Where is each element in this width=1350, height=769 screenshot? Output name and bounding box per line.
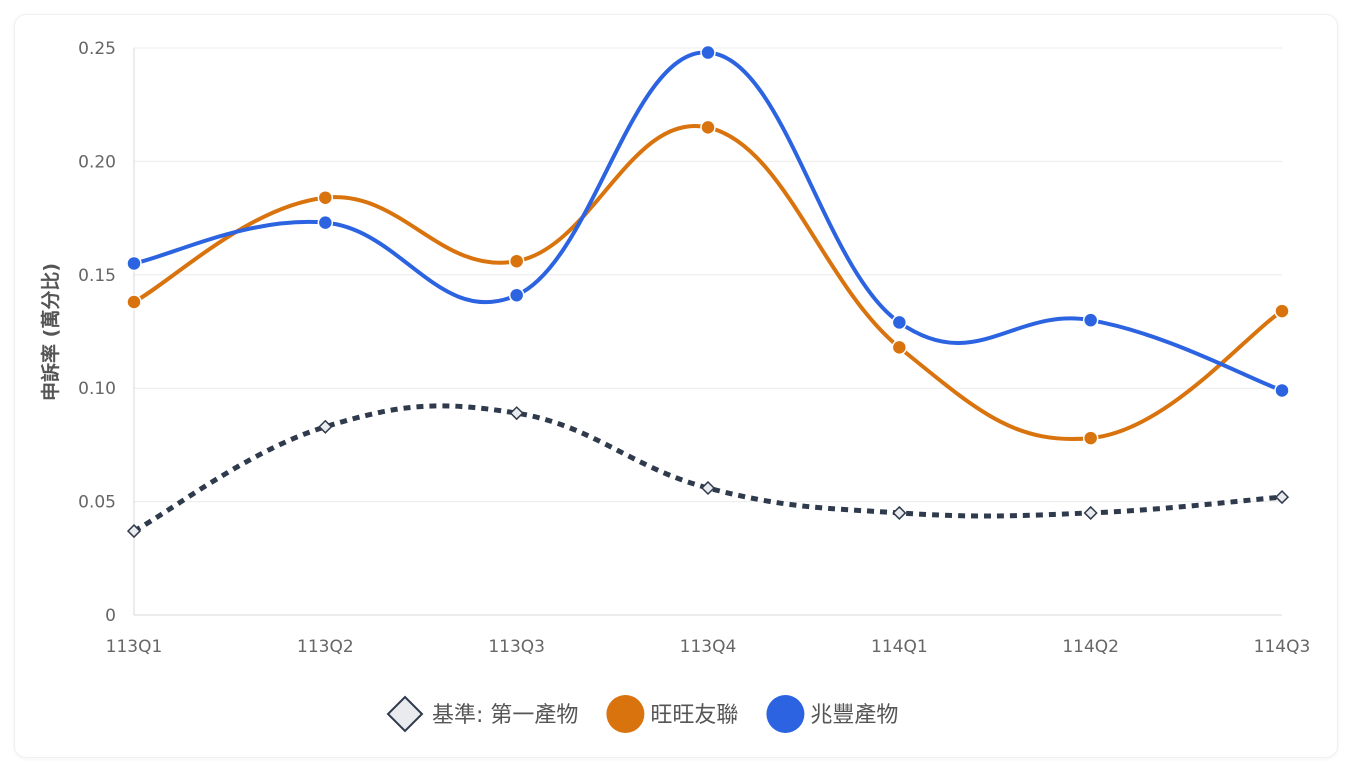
- series-0: [126, 403, 1290, 539]
- series-line: [133, 50, 1283, 393]
- y-tick-label: 0.20: [78, 152, 116, 172]
- series-line: [133, 123, 1284, 441]
- legend-item[interactable]: 兆豐產物: [766, 695, 898, 733]
- data-point[interactable]: [318, 419, 333, 434]
- x-tick-label: 113Q4: [680, 637, 737, 657]
- chart-card: [14, 14, 1338, 758]
- legend-label: 基準: 第一產物: [432, 703, 578, 728]
- data-point[interactable]: [126, 255, 142, 272]
- data-point[interactable]: [508, 253, 525, 269]
- series-group: [126, 44, 1290, 539]
- data-point[interactable]: [700, 44, 716, 61]
- series-1: [126, 119, 1290, 446]
- legend[interactable]: 基準: 第一產物 旺旺友聯 兆豐產物: [386, 695, 898, 733]
- data-point[interactable]: [891, 314, 908, 331]
- data-point[interactable]: [509, 406, 524, 421]
- series-2: [126, 44, 1290, 399]
- y-tick-label: 0.15: [78, 266, 116, 286]
- data-point[interactable]: [317, 189, 334, 206]
- legend-item[interactable]: 旺旺友聯: [606, 695, 738, 733]
- y-tick-label: 0.10: [78, 379, 116, 399]
- legend-swatch: [606, 695, 645, 733]
- data-point[interactable]: [126, 294, 142, 310]
- data-point[interactable]: [892, 505, 907, 521]
- x-axis-ticks: 113Q1 113Q2 113Q3 113Q4 114Q1 114Q2 114Q3: [106, 637, 1311, 657]
- data-point[interactable]: [700, 119, 716, 136]
- y-axis-label: 申訴率 (萬分比): [39, 263, 62, 401]
- data-point[interactable]: [1082, 430, 1099, 446]
- x-tick-label: 113Q1: [106, 637, 163, 657]
- legend-swatch: [766, 695, 805, 733]
- y-tick-label: 0.05: [78, 493, 116, 513]
- data-point[interactable]: [1274, 303, 1290, 319]
- x-tick-label: 113Q3: [488, 637, 545, 657]
- data-point[interactable]: [1083, 505, 1098, 521]
- legend-swatch: [386, 695, 424, 733]
- x-tick-label: 113Q2: [297, 637, 354, 657]
- legend-label: 兆豐產物: [810, 703, 898, 728]
- data-point[interactable]: [508, 287, 525, 303]
- data-point[interactable]: [700, 480, 716, 496]
- y-axis-ticks: 0 0.05 0.10 0.15 0.20 0.25: [78, 39, 116, 626]
- series-line: [132, 403, 1283, 534]
- data-point[interactable]: [1082, 312, 1099, 328]
- data-point[interactable]: [317, 214, 334, 231]
- legend-label: 旺旺友聯: [650, 703, 738, 728]
- legend-item[interactable]: 基準: 第一產物: [386, 695, 578, 733]
- data-point[interactable]: [126, 524, 142, 539]
- x-tick-label: 114Q2: [1062, 637, 1119, 657]
- data-point[interactable]: [891, 339, 908, 356]
- x-tick-label: 114Q1: [871, 637, 928, 657]
- y-tick-label: 0: [105, 606, 116, 626]
- y-tick-label: 0.25: [78, 39, 116, 59]
- x-tick-label: 114Q3: [1254, 637, 1311, 657]
- data-point[interactable]: [1274, 490, 1290, 505]
- data-point[interactable]: [1274, 382, 1290, 399]
